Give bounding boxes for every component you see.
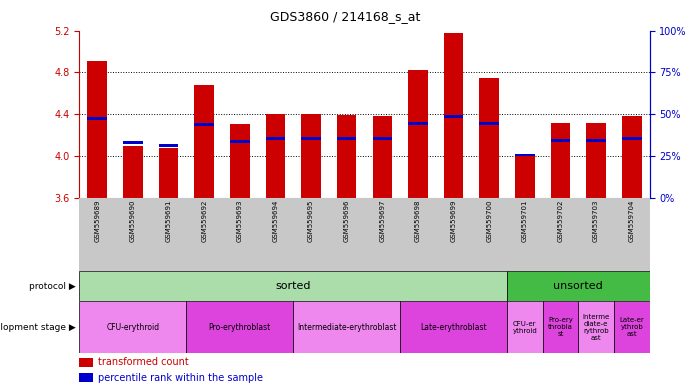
Bar — [400, 301, 507, 353]
Bar — [337, 115, 357, 198]
Bar — [79, 358, 93, 367]
Text: Late-er
ythrob
ast: Late-er ythrob ast — [619, 317, 644, 338]
Bar — [301, 137, 321, 139]
Text: GSM559694: GSM559694 — [272, 199, 278, 242]
Text: GSM559693: GSM559693 — [237, 199, 243, 242]
Bar — [586, 139, 606, 142]
Bar — [444, 33, 464, 198]
Text: unsorted: unsorted — [553, 281, 603, 291]
Bar — [230, 124, 249, 198]
Text: GSM559691: GSM559691 — [166, 199, 171, 242]
Bar — [515, 154, 535, 156]
Text: GSM559702: GSM559702 — [558, 199, 563, 242]
Text: CFU-erythroid: CFU-erythroid — [106, 323, 160, 332]
Bar — [372, 116, 392, 198]
Text: Pro-erythroblast: Pro-erythroblast — [209, 323, 271, 332]
Bar — [515, 155, 535, 198]
Text: development stage ▶: development stage ▶ — [0, 323, 76, 332]
Bar — [622, 116, 641, 198]
Bar — [265, 114, 285, 198]
Bar — [88, 61, 107, 198]
Text: Intermediate-erythroblast: Intermediate-erythroblast — [297, 323, 397, 332]
Bar — [123, 146, 143, 198]
Bar — [337, 137, 357, 139]
Bar — [408, 122, 428, 125]
Text: GSM559695: GSM559695 — [308, 199, 314, 242]
Text: CFU-er
ythroid: CFU-er ythroid — [513, 321, 537, 334]
Bar — [123, 141, 143, 144]
Text: GSM559690: GSM559690 — [130, 199, 136, 242]
Text: GSM559703: GSM559703 — [593, 199, 599, 242]
Text: GSM559698: GSM559698 — [415, 199, 421, 242]
Text: GSM559696: GSM559696 — [343, 199, 350, 242]
Text: Late-erythroblast: Late-erythroblast — [420, 323, 487, 332]
Bar — [586, 122, 606, 198]
Bar — [372, 137, 392, 139]
Bar — [507, 301, 542, 353]
Bar — [159, 148, 178, 198]
Bar — [551, 139, 570, 142]
Bar — [88, 117, 107, 120]
Bar — [408, 70, 428, 198]
Bar — [79, 271, 507, 301]
Text: GSM559699: GSM559699 — [451, 199, 457, 242]
Text: percentile rank within the sample: percentile rank within the sample — [98, 373, 263, 383]
Text: GSM559689: GSM559689 — [94, 199, 100, 242]
Text: GDS3860 / 214168_s_at: GDS3860 / 214168_s_at — [270, 10, 421, 23]
Bar — [187, 301, 293, 353]
Text: sorted: sorted — [276, 281, 311, 291]
Text: GSM559701: GSM559701 — [522, 199, 528, 242]
Bar — [159, 144, 178, 147]
Text: Interme
diate-e
rythrob
ast: Interme diate-e rythrob ast — [583, 314, 609, 341]
Bar — [622, 137, 641, 139]
Bar — [614, 301, 650, 353]
Bar — [507, 271, 650, 301]
Bar — [578, 301, 614, 353]
Bar — [293, 301, 400, 353]
Bar — [542, 301, 578, 353]
Text: GSM559700: GSM559700 — [486, 199, 492, 242]
Text: GSM559697: GSM559697 — [379, 199, 386, 242]
Text: GSM559692: GSM559692 — [201, 199, 207, 242]
Bar — [265, 137, 285, 139]
Bar — [230, 140, 249, 142]
Bar — [444, 115, 464, 118]
Text: Pro-ery
throbla
st: Pro-ery throbla st — [548, 317, 573, 338]
Bar — [301, 114, 321, 198]
Bar — [480, 122, 499, 125]
Text: transformed count: transformed count — [98, 358, 189, 367]
Text: GSM559704: GSM559704 — [629, 199, 635, 242]
Bar — [79, 373, 93, 382]
Bar — [79, 301, 187, 353]
Text: protocol ▶: protocol ▶ — [29, 281, 76, 291]
Bar — [480, 78, 499, 198]
Bar — [551, 122, 570, 198]
Bar — [194, 85, 214, 198]
Bar — [194, 123, 214, 126]
